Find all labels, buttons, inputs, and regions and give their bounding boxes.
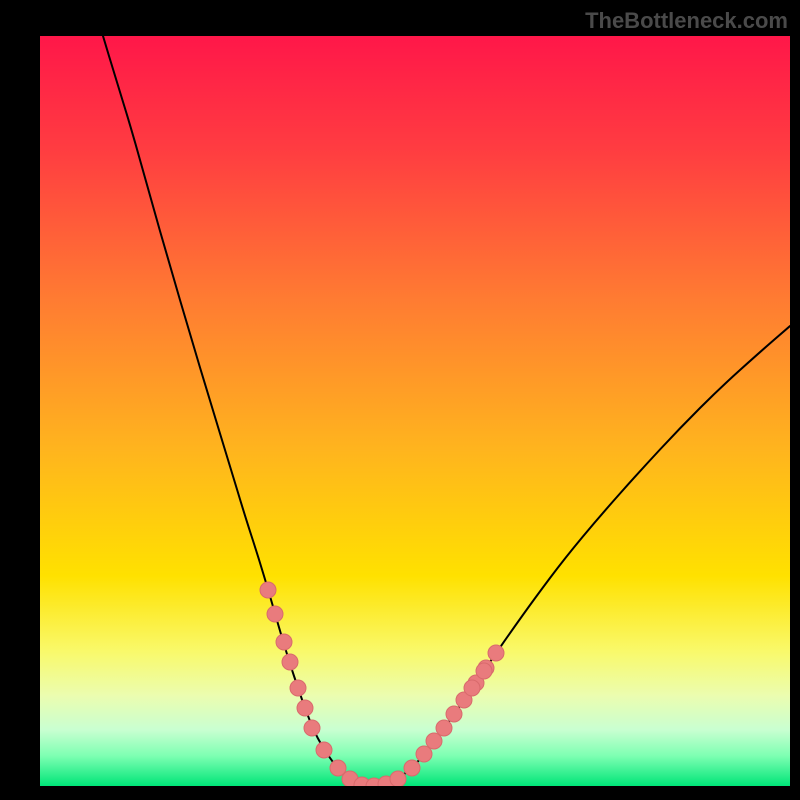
- data-marker: [316, 742, 332, 758]
- data-marker: [404, 760, 420, 776]
- data-marker: [488, 645, 504, 661]
- data-marker: [464, 680, 480, 696]
- data-marker: [276, 634, 292, 650]
- data-marker: [267, 606, 283, 622]
- data-marker: [416, 746, 432, 762]
- data-marker: [476, 663, 492, 679]
- data-marker: [390, 771, 406, 787]
- watermark: TheBottleneck.com: [585, 8, 788, 34]
- data-marker: [297, 700, 313, 716]
- plot-background-gradient: [40, 36, 790, 786]
- data-marker: [304, 720, 320, 736]
- data-marker: [426, 733, 442, 749]
- data-marker: [260, 582, 276, 598]
- data-marker: [282, 654, 298, 670]
- data-marker: [446, 706, 462, 722]
- chart-canvas: [0, 0, 800, 800]
- data-marker: [290, 680, 306, 696]
- data-marker: [436, 720, 452, 736]
